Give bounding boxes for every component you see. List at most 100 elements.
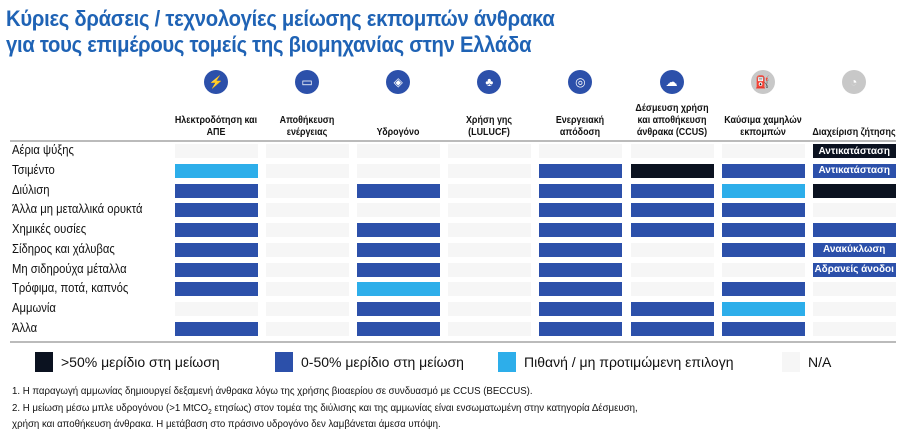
- cell-medium: [721, 242, 805, 257]
- footnote-2: 2. Η μείωση μέσω μπλε υδρογόνου (>1 MtCO…: [12, 402, 638, 417]
- cell-medium: [539, 242, 623, 257]
- cell-na: [175, 144, 258, 158]
- legend-label: >50% μερίδιο στη μείωση: [61, 354, 220, 370]
- cell-na: [812, 203, 896, 218]
- cell-medium: [175, 223, 258, 237]
- cell-medium: Αντικατάσταση: [812, 163, 896, 178]
- cell-na: [630, 262, 714, 277]
- cell-possible: [357, 282, 441, 297]
- legend-swatch: [782, 352, 800, 372]
- cell-na: [357, 163, 441, 178]
- cell-medium: [175, 183, 258, 198]
- column-label: Δέσμευση χρήση και αποθήκευση άνθρακα (C…: [634, 102, 709, 138]
- battery-vehicle-icon: ▭: [295, 70, 320, 94]
- cell-medium: [721, 282, 805, 297]
- legend-item: N/A: [782, 352, 831, 372]
- cell-medium: [630, 223, 714, 237]
- cell-na: [448, 242, 532, 257]
- row-label: Τσιμέντο: [12, 162, 55, 177]
- cell-medium: [175, 262, 258, 277]
- legend-swatch: [498, 352, 516, 372]
- target-icon: ◎: [568, 70, 593, 94]
- cell-medium: [539, 302, 623, 316]
- legend-label: 0-50% μερίδιο στη μείωση: [301, 354, 464, 370]
- column-header: ♣ Χρήση γης (LULUCF): [444, 70, 534, 140]
- cell-na: [448, 183, 532, 198]
- cell-na: [721, 144, 805, 158]
- cell-medium: [175, 282, 258, 297]
- cell-medium: [539, 282, 623, 297]
- cell-medium: Αδρανείς άνοδοι: [812, 262, 896, 277]
- cell-na: [357, 144, 441, 158]
- cell-na: [448, 262, 532, 277]
- cell-medium: [175, 242, 258, 257]
- column-header: ◈ Υδρογόνο: [353, 70, 443, 140]
- cell-medium: [175, 321, 258, 336]
- cell-medium: [630, 203, 714, 218]
- column-label: Ενεργειακή απόδοση: [556, 114, 605, 138]
- cell-medium: [630, 302, 714, 316]
- row-label: Χημικές ουσίες: [12, 222, 87, 236]
- cell-medium: [539, 223, 623, 237]
- trees-icon: ♣: [477, 70, 502, 94]
- cell-na: [539, 144, 623, 158]
- cell-medium: [357, 223, 441, 237]
- cell-medium: [630, 321, 714, 336]
- cell-na: [630, 144, 714, 158]
- cell-na: [266, 203, 350, 218]
- footnote-1: 1. Η παραγωγή αμμωνίας δημιουργεί δεξαμε…: [12, 385, 533, 397]
- demand-gauge-icon: ◔: [841, 70, 866, 94]
- cell-na: [266, 302, 350, 316]
- legend-item: Πιθανή / μη προτιμώμενη επιλογη: [498, 352, 734, 372]
- column-header: ⛽ Καύσιμα χαμηλών εκπομπών: [718, 70, 808, 140]
- cell-possible: [175, 163, 258, 178]
- cell-na: [630, 282, 714, 297]
- cell-na: [812, 302, 896, 316]
- column-label: Ηλεκτροδότηση και ΑΠΕ: [174, 114, 258, 138]
- cell-medium: [721, 321, 805, 336]
- row-label: Αέρια ψύξης: [12, 143, 74, 157]
- cell-na: [448, 144, 532, 158]
- row-label: Σίδηρος και χάλυβας: [12, 241, 115, 256]
- cell-possible: [721, 302, 805, 316]
- cell-medium: [357, 183, 441, 198]
- bottom-divider: [10, 341, 896, 343]
- row-label: Άλλα: [12, 320, 38, 335]
- cell-medium: [721, 223, 805, 237]
- cell-na: [175, 302, 258, 316]
- cell-na: [630, 242, 714, 257]
- column-label: Διαχείριση ζήτησης: [812, 126, 896, 138]
- hydrogen-icon: ◈: [386, 70, 411, 94]
- legend-swatch: [275, 352, 293, 372]
- cell-na: [448, 302, 532, 316]
- row-label: Αμμωνία: [12, 301, 56, 315]
- column-label: Αποθήκευση ενέργειας: [279, 114, 335, 138]
- cell-high: [630, 163, 714, 178]
- cell-medium: [812, 223, 896, 237]
- cloud-capture-icon: ☁: [659, 70, 684, 94]
- cell-na: [266, 183, 350, 198]
- column-label: Υδρογόνο: [376, 126, 420, 138]
- cell-medium: [175, 203, 258, 218]
- cell-medium: [630, 183, 714, 198]
- row-label: Άλλα μη μεταλλικά ορυκτά: [12, 202, 143, 217]
- cell-medium: [357, 262, 441, 277]
- cell-na: [266, 223, 350, 237]
- cell-medium: [539, 163, 623, 178]
- fuel-icon: ⛽: [750, 70, 775, 94]
- row-label: Τρόφιμα, ποτά, καπνός: [12, 281, 129, 296]
- chart-title: Κύριες δράσεις / τεχνολογίες μείωσης εκπ…: [6, 6, 555, 57]
- cell-na: [266, 282, 350, 297]
- cell-na: [448, 321, 532, 336]
- legend-item: >50% μερίδιο στη μείωση: [35, 352, 220, 372]
- cell-medium: [721, 203, 805, 218]
- cell-medium: [539, 203, 623, 218]
- cell-na: [812, 321, 896, 336]
- transmission-tower-icon: ⚡: [204, 70, 228, 94]
- cell-medium: [539, 321, 623, 336]
- cell-medium: [721, 163, 805, 178]
- column-label: Καύσιμα χαμηλών εκπομπών: [723, 114, 802, 138]
- cell-na: [448, 282, 532, 297]
- cell-medium: [357, 321, 441, 336]
- cell-medium: [357, 242, 441, 257]
